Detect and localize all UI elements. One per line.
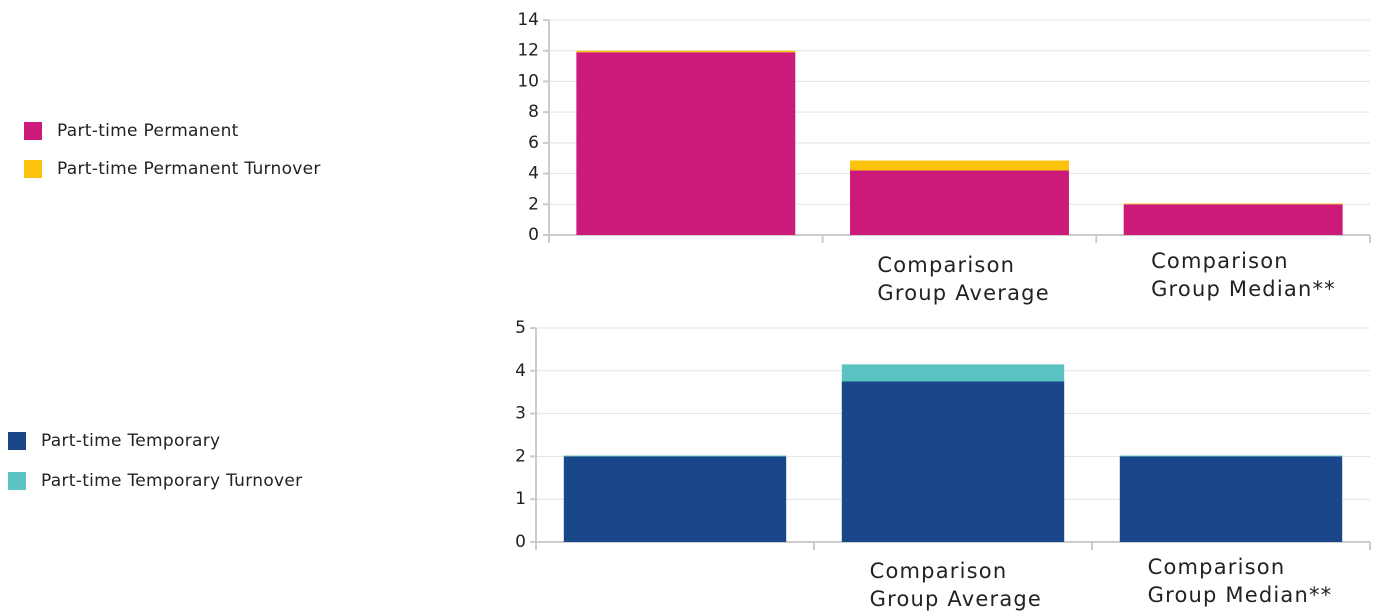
x-tick-label-line: Comparison <box>870 559 1016 583</box>
bar-segment <box>850 170 1069 235</box>
bar-segment <box>576 50 796 53</box>
legend-swatch <box>24 160 42 178</box>
y-tick-label: 1 <box>515 489 526 509</box>
x-tick-label: Comparison Group Average <box>877 253 1049 305</box>
y-tick-label: 0 <box>515 532 526 552</box>
legend-label: Part-time Temporary Turnover <box>41 471 302 491</box>
legend-label: Part-time Temporary <box>41 431 220 451</box>
y-tick-label: 6 <box>528 133 539 153</box>
bar-segment <box>841 381 1065 542</box>
y-tick-label: 2 <box>515 446 526 466</box>
x-tick-label-line: Comparison <box>1148 555 1294 579</box>
y-tick-label: 14 <box>517 10 539 30</box>
y-tick-label: 5 <box>515 318 526 338</box>
legend-swatch <box>8 472 26 490</box>
bar-segment <box>841 364 1065 382</box>
x-tick-label-line: Group Median** <box>1151 277 1336 301</box>
legend-label: Part-time Permanent Turnover <box>57 159 321 179</box>
x-tick-label: Comparison Group Median** <box>1151 249 1336 301</box>
bar-segment <box>1123 203 1343 205</box>
y-tick-label: 8 <box>528 102 539 122</box>
y-tick-label: 4 <box>528 164 539 184</box>
bar-segment <box>576 52 796 235</box>
y-tick-label: 0 <box>528 225 539 245</box>
bar-segment <box>850 160 1069 171</box>
bar-segment <box>563 456 787 542</box>
x-tick-label: Comparison Group Average <box>870 559 1042 611</box>
y-tick-label: 10 <box>517 71 539 91</box>
bar-segment <box>1119 455 1343 457</box>
x-tick-label: Comparison Group Median** <box>1148 555 1333 607</box>
legend-swatch <box>8 432 26 450</box>
y-tick-label: 2 <box>528 194 539 214</box>
legend-label: Part-time Permanent <box>57 121 239 141</box>
x-tick-label-line: Group Average <box>870 587 1042 611</box>
y-tick-label: 4 <box>515 361 526 381</box>
x-tick-label-line: Comparison <box>877 253 1023 277</box>
y-tick-label: 3 <box>515 404 526 424</box>
bar-segment <box>1119 456 1343 542</box>
bar-segment <box>563 455 787 457</box>
x-tick-label-line: Group Median** <box>1148 583 1333 607</box>
legend-swatch <box>24 122 42 140</box>
x-tick-label-line: Comparison <box>1151 249 1297 273</box>
x-tick-label-line: Group Average <box>877 281 1049 305</box>
bar-segment <box>1123 204 1343 235</box>
y-tick-label: 12 <box>517 41 539 61</box>
